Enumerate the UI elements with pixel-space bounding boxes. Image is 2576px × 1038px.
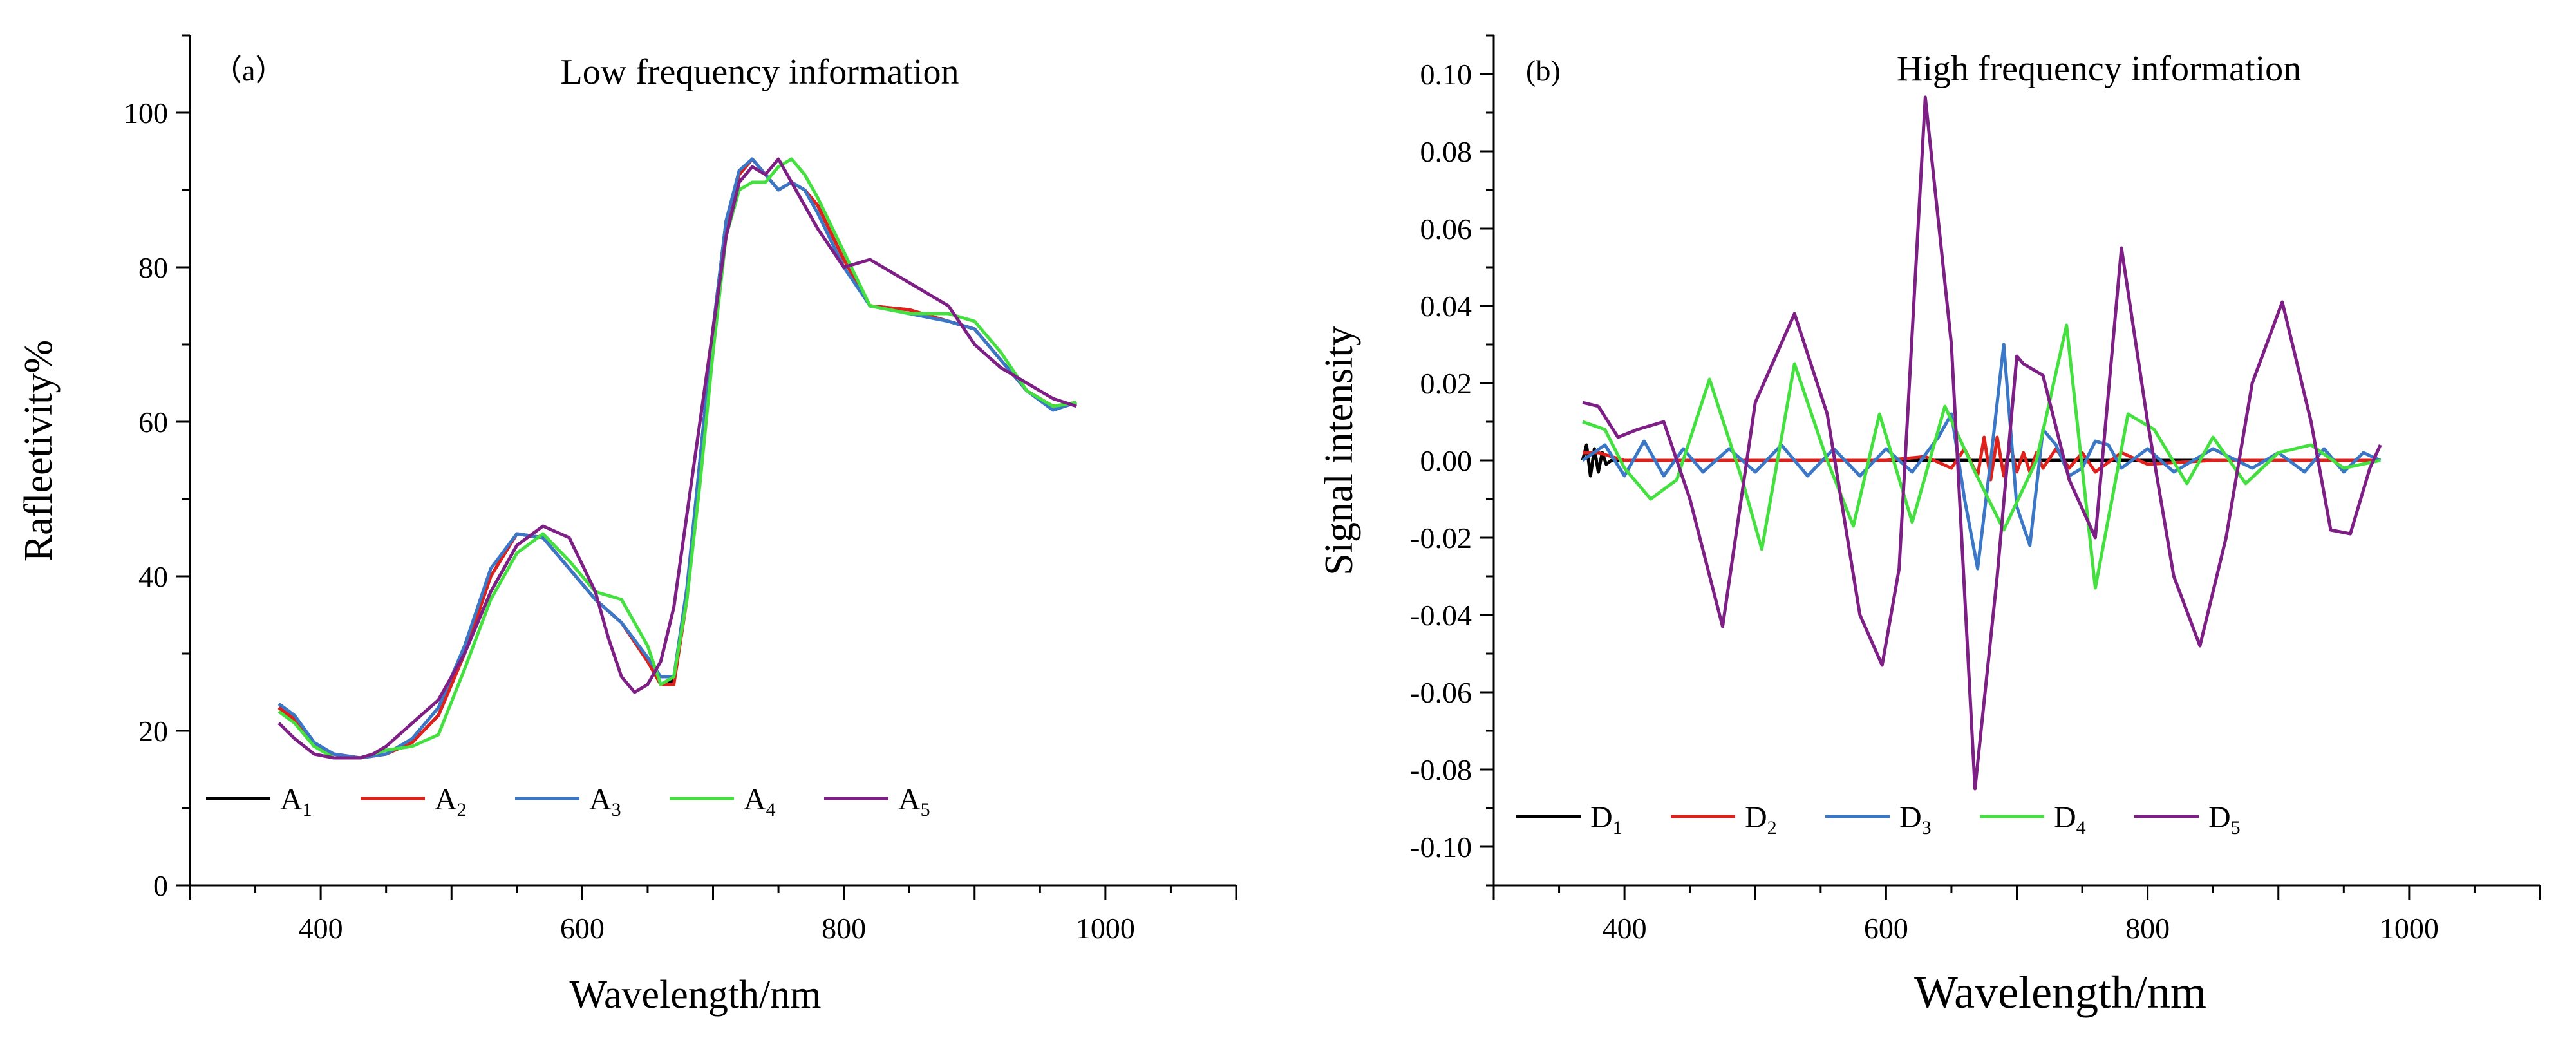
panel-a-legend: A1 A2 A3 A4 A5: [206, 782, 930, 820]
panel-a-legend-label-A2: A2: [435, 782, 467, 820]
panel-b-y-tick-label: -0.02: [1410, 522, 1472, 554]
panel-a-label: （a）: [212, 54, 285, 87]
panel-a-legend-label-A3: A3: [589, 782, 621, 820]
panel-b-y-tick-label: 0.06: [1420, 212, 1472, 245]
panel-a-y-tick-label: 80: [138, 251, 168, 284]
panel-a-y-tick-label: 60: [138, 406, 168, 439]
panel-a-legend-label-A5: A5: [898, 782, 930, 820]
panel-a-y-tick-label: 100: [124, 97, 168, 129]
panel-b-y-tick-label: 0.02: [1420, 367, 1472, 400]
panel-a-lines: [277, 157, 1077, 760]
panel-b-legend-label-D4: D4: [2054, 800, 2086, 838]
panel-b-y-tick-label: 0.00: [1420, 444, 1472, 477]
panel-a-axes: 400 600 800 1000 0 20 40 60 80 100: [124, 34, 1237, 945]
panel-b-y-tick-label: -0.10: [1410, 831, 1472, 863]
panel-a-y-axis-title: Rafleetivity%: [17, 340, 61, 561]
panel-b-y-tick-label: -0.08: [1410, 753, 1472, 786]
panel-a-series-A2: [277, 157, 1077, 760]
panel-b-y-tick-label: -0.06: [1410, 676, 1472, 709]
panel-a-legend-label-A4: A4: [744, 782, 776, 820]
panel-b-lines: [1581, 95, 2382, 791]
panel-b-legend-label-D5: D5: [2208, 800, 2241, 838]
panel-a-legend-label-A1: A1: [280, 782, 312, 820]
panel-b-x-tick-label: 800: [2125, 912, 2170, 945]
panel-a: 400 600 800 1000 0 20 40 60 80 100 （a） Low freque…: [17, 34, 1237, 1017]
panel-b-y-tick-label: 0.04: [1420, 290, 1472, 323]
panel-b-series-D3: [1581, 343, 2382, 571]
panel-a-series-A5: [277, 157, 1077, 760]
panel-a-x-axis-title: Wavelength/nm: [569, 973, 821, 1017]
panel-b-x-axis-title: Wavelength/nm: [1914, 967, 2206, 1018]
panel-b-y-tick-label: -0.04: [1410, 599, 1472, 632]
panel-a-x-tick-label: 600: [560, 912, 605, 945]
panel-b-x-tick-label: 1000: [2380, 912, 2439, 945]
panel-b-legend-label-D2: D2: [1745, 800, 1777, 838]
panel-b-series-D4: [1582, 323, 2381, 590]
panel-b: 400 600 800 1000 0.10 0.08 0.06 0.04 0.02 0.00 -0.…: [1317, 34, 2541, 1018]
panel-b-y-tick-label: 0.10: [1420, 58, 1472, 91]
panel-b-axes: 400 600 800 1000 0.10 0.08 0.06 0.04 0.02 0.00 -0.…: [1410, 34, 2541, 945]
panel-a-y-tick-label: 20: [138, 715, 168, 748]
panel-b-title: High frequency information: [1897, 49, 2301, 89]
panel-b-y-tick-label: 0.08: [1420, 135, 1472, 168]
panel-a-x-tick-label: 1000: [1076, 912, 1135, 945]
panel-a-y-tick-label: 0: [153, 869, 168, 902]
panel-b-legend: D1 D2 D3 D4 D5: [1516, 800, 2241, 838]
panel-b-x-tick-label: 400: [1603, 912, 1647, 945]
panel-b-label: (b): [1526, 54, 1561, 87]
panel-a-title: Low frequency information: [561, 52, 959, 92]
panel-b-series-D5: [1582, 95, 2382, 791]
panel-b-y-axis-title: Signal intensity: [1317, 326, 1361, 576]
panel-a-series-A4: [277, 157, 1077, 760]
panel-a-x-tick-label: 400: [299, 912, 343, 945]
panel-b-x-tick-label: 600: [1864, 912, 1908, 945]
panel-a-x-tick-label: 800: [822, 912, 866, 945]
panel-b-legend-label-D1: D1: [1590, 800, 1622, 838]
panel-b-legend-label-D3: D3: [1899, 800, 1932, 838]
panel-a-y-tick-label: 40: [138, 560, 168, 593]
